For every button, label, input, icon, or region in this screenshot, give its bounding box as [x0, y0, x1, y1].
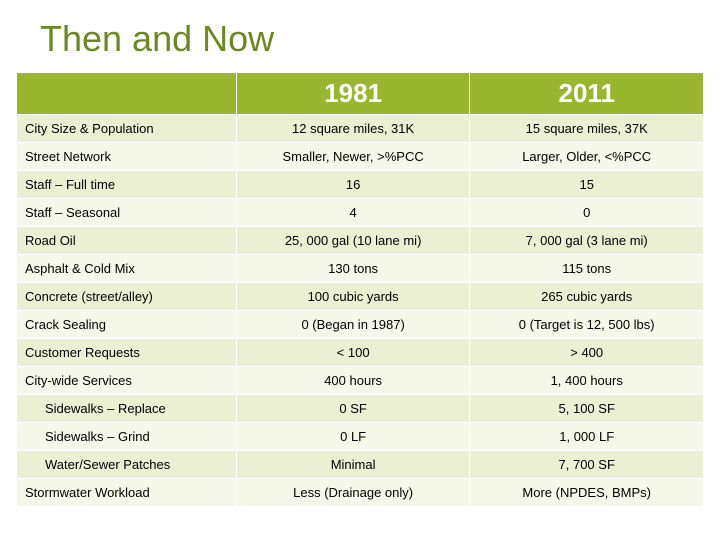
row-1981-value: < 100 — [236, 339, 470, 367]
row-2011-value: Larger, Older, <%PCC — [470, 143, 704, 171]
header-blank — [17, 73, 237, 115]
row-2011-value: 0 (Target is 12, 500 lbs) — [470, 311, 704, 339]
row-2011-value: > 400 — [470, 339, 704, 367]
row-1981-value: 0 LF — [236, 423, 470, 451]
row-1981-value: 130 tons — [236, 255, 470, 283]
row-1981-value: 100 cubic yards — [236, 283, 470, 311]
row-label: Street Network — [17, 143, 237, 171]
comparison-table-wrap: 1981 2011 City Size & Population12 squar… — [0, 72, 720, 507]
row-2011-value: 1, 400 hours — [470, 367, 704, 395]
row-label: City Size & Population — [17, 115, 237, 143]
row-label: Stormwater Workload — [17, 479, 237, 507]
table-row: Staff – Full time1615 — [17, 171, 704, 199]
table-row: Customer Requests< 100> 400 — [17, 339, 704, 367]
table-row: Asphalt & Cold Mix130 tons115 tons — [17, 255, 704, 283]
row-label: Water/Sewer Patches — [17, 451, 237, 479]
table-row: Water/Sewer PatchesMinimal7, 700 SF — [17, 451, 704, 479]
row-1981-value: 0 (Began in 1987) — [236, 311, 470, 339]
table-row: Sidewalks – Replace0 SF5, 100 SF — [17, 395, 704, 423]
comparison-table: 1981 2011 City Size & Population12 squar… — [16, 72, 704, 507]
table-body: City Size & Population12 square miles, 3… — [17, 115, 704, 507]
row-1981-value: Minimal — [236, 451, 470, 479]
row-label: Staff – Full time — [17, 171, 237, 199]
row-2011-value: 0 — [470, 199, 704, 227]
table-row: City Size & Population12 square miles, 3… — [17, 115, 704, 143]
row-2011-value: 7, 700 SF — [470, 451, 704, 479]
table-row: Concrete (street/alley)100 cubic yards26… — [17, 283, 704, 311]
row-label: Road Oil — [17, 227, 237, 255]
row-label: Crack Sealing — [17, 311, 237, 339]
row-label: Customer Requests — [17, 339, 237, 367]
row-1981-value: Less (Drainage only) — [236, 479, 470, 507]
row-1981-value: 12 square miles, 31K — [236, 115, 470, 143]
page-title: Then and Now — [0, 0, 720, 72]
row-label: Sidewalks – Replace — [17, 395, 237, 423]
row-2011-value: 265 cubic yards — [470, 283, 704, 311]
row-1981-value: 16 — [236, 171, 470, 199]
row-label: Asphalt & Cold Mix — [17, 255, 237, 283]
row-label: Sidewalks – Grind — [17, 423, 237, 451]
row-label: City-wide Services — [17, 367, 237, 395]
row-2011-value: 15 square miles, 37K — [470, 115, 704, 143]
table-row: Street NetworkSmaller, Newer, >%PCCLarge… — [17, 143, 704, 171]
table-row: Crack Sealing0 (Began in 1987)0 (Target … — [17, 311, 704, 339]
row-1981-value: Smaller, Newer, >%PCC — [236, 143, 470, 171]
row-2011-value: 5, 100 SF — [470, 395, 704, 423]
table-row: Staff – Seasonal40 — [17, 199, 704, 227]
row-2011-value: More (NPDES, BMPs) — [470, 479, 704, 507]
row-label: Staff – Seasonal — [17, 199, 237, 227]
row-2011-value: 7, 000 gal (3 lane mi) — [470, 227, 704, 255]
row-1981-value: 400 hours — [236, 367, 470, 395]
row-1981-value: 25, 000 gal (10 lane mi) — [236, 227, 470, 255]
table-row: Sidewalks – Grind0 LF1, 000 LF — [17, 423, 704, 451]
table-row: Road Oil25, 000 gal (10 lane mi)7, 000 g… — [17, 227, 704, 255]
table-row: City-wide Services400 hours1, 400 hours — [17, 367, 704, 395]
row-2011-value: 15 — [470, 171, 704, 199]
row-1981-value: 0 SF — [236, 395, 470, 423]
row-label: Concrete (street/alley) — [17, 283, 237, 311]
row-2011-value: 115 tons — [470, 255, 704, 283]
row-1981-value: 4 — [236, 199, 470, 227]
header-2011: 2011 — [470, 73, 704, 115]
row-2011-value: 1, 000 LF — [470, 423, 704, 451]
header-1981: 1981 — [236, 73, 470, 115]
table-row: Stormwater WorkloadLess (Drainage only)M… — [17, 479, 704, 507]
table-header-row: 1981 2011 — [17, 73, 704, 115]
